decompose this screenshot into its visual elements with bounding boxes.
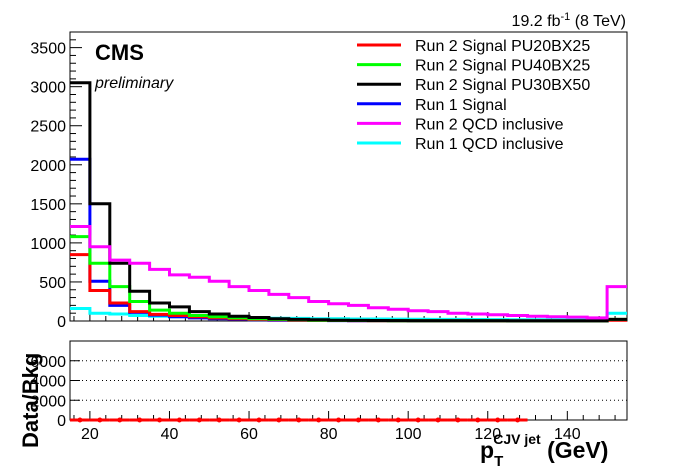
ratio-point [276,417,282,423]
series-line [70,157,627,323]
histogram-lines [70,81,627,323]
y-tick-label: 2000 [30,158,66,175]
ratio-point [77,417,83,423]
ratio-y-tick-label: 6000 [30,354,66,371]
x-tick-label: 100 [395,426,422,443]
y-tick-label: 3000 [30,80,66,97]
ratio-y-axis: 0 2000 4000 6000 [30,354,80,430]
x-tick-label: 40 [161,426,179,443]
lumi-label: 19.2 fb-1 (8 TeV) [512,11,626,30]
ratio-x-axis: 20 40 60 80 100 120 140 [73,411,616,443]
y-tick-label: 500 [39,275,66,292]
ratio-point [97,417,103,423]
ratio-point [256,417,262,423]
ratio-y-tick-label: 4000 [30,374,66,391]
ratio-point [316,417,322,423]
ratio-point [495,417,501,423]
series-line [70,81,627,323]
ratio-point [336,417,342,423]
x-tick-label: 120 [474,426,501,443]
cms-label: CMS [95,40,144,65]
ratio-point [355,417,361,423]
ratio-point [395,417,401,423]
ratio-point [475,417,481,423]
legend-label: Run 2 QCD inclusive [415,116,564,133]
ratio-point [455,417,461,423]
x-tick-label: 60 [240,426,258,443]
ratio-point [435,417,441,423]
ratio-point [157,417,163,423]
preliminary-label: preliminary [94,75,174,92]
y-tick-label: 1000 [30,236,66,253]
x-axis-label: pTCJV jet (GeV) [480,431,608,470]
ratio-point [296,417,302,423]
ratio-point [137,417,143,423]
ratio-point [176,417,182,423]
ratio-point [415,417,421,423]
legend-label: Run 2 Signal PU20BX25 [415,38,590,55]
legend: Run 2 Signal PU20BX25 Run 2 Signal PU40BX… [357,38,590,153]
y-tick-label: 3500 [30,41,66,58]
ratio-y-tick-label: 2000 [30,393,66,410]
ratio-grid [70,360,627,401]
y-tick-label: 1500 [30,197,66,214]
x-tick-label: 80 [320,426,338,443]
ratio-point [216,417,222,423]
ratio-point [515,417,521,423]
ratio-point [196,417,202,423]
y-tick-label: 0 [57,314,66,331]
legend-label: Run 2 Signal PU30BX50 [415,77,590,94]
main-y-axis: 0 500 1000 1500 2000 2500 3000 3500 [30,39,82,331]
ratio-point [375,417,381,423]
ratio-point [117,417,123,423]
series-line [70,235,627,323]
ratio-y-tick-label: 0 [57,413,66,430]
legend-label: Run 1 QCD inclusive [415,136,564,153]
ratio-point [236,417,242,423]
ratio-plot-frame [69,340,628,421]
y-tick-label: 2500 [30,119,66,136]
x-tick-label: 140 [554,426,581,443]
series-line [70,225,627,320]
ratio-points [70,417,528,423]
legend-label: Run 2 Signal PU40BX25 [415,58,590,75]
ratio-y-label: Data/Bkg [18,353,43,448]
x-tick-label: 20 [81,426,99,443]
legend-label: Run 1 Signal [415,97,507,114]
